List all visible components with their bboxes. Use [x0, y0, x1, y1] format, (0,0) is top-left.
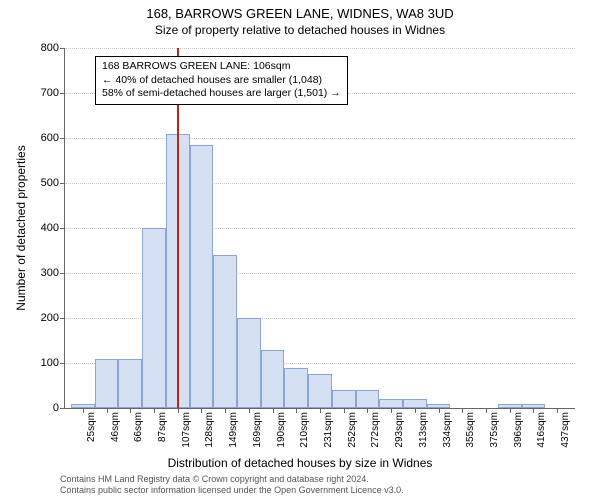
x-tick-mark	[201, 408, 202, 413]
histogram-bar	[356, 390, 380, 408]
x-tick-label: 252sqm	[347, 412, 358, 448]
x-tick-mark	[344, 408, 345, 413]
x-tick-mark	[533, 408, 534, 413]
x-tick-label: 149sqm	[228, 412, 239, 448]
gridline	[65, 48, 575, 49]
annotation-box: 168 BARROWS GREEN LANE: 106sqm ← 40% of …	[95, 56, 348, 105]
y-tick-label: 700	[41, 87, 59, 99]
chart-subtitle: Size of property relative to detached ho…	[0, 21, 600, 37]
y-tick-label: 800	[41, 42, 59, 54]
x-tick-label: 87sqm	[157, 412, 168, 442]
x-tick-label: 396sqm	[513, 412, 524, 448]
footer-attribution: Contains HM Land Registry data © Crown c…	[60, 474, 404, 496]
x-tick-mark	[510, 408, 511, 413]
y-tick-mark	[60, 408, 65, 409]
gridline	[65, 183, 575, 184]
x-axis-label: Distribution of detached houses by size …	[0, 456, 600, 470]
x-tick-label: 190sqm	[276, 412, 287, 448]
y-tick-mark	[60, 318, 65, 319]
x-tick-label: 416sqm	[536, 412, 547, 448]
x-tick-label: 355sqm	[465, 412, 476, 448]
y-tick-mark	[60, 228, 65, 229]
x-tick-label: 46sqm	[110, 412, 121, 442]
x-tick-label: 334sqm	[442, 412, 453, 448]
histogram-bar	[261, 350, 285, 409]
x-tick-mark	[320, 408, 321, 413]
x-tick-label: 272sqm	[370, 412, 381, 448]
histogram-bar	[95, 359, 119, 408]
plot-area: 010020030040050060070080025sqm46sqm66sqm…	[64, 48, 575, 409]
x-tick-label: 107sqm	[181, 412, 192, 448]
y-tick-label: 400	[41, 222, 59, 234]
x-tick-mark	[107, 408, 108, 413]
histogram-bar	[403, 399, 427, 408]
x-tick-mark	[557, 408, 558, 413]
y-tick-mark	[60, 138, 65, 139]
annotation-line-3: 58% of semi-detached houses are larger (…	[102, 87, 341, 101]
x-tick-mark	[415, 408, 416, 413]
annotation-line-1: 168 BARROWS GREEN LANE: 106sqm	[102, 60, 341, 74]
x-tick-label: 375sqm	[489, 412, 500, 448]
x-tick-mark	[225, 408, 226, 413]
x-tick-mark	[486, 408, 487, 413]
x-tick-label: 128sqm	[204, 412, 215, 448]
y-tick-label: 600	[41, 132, 59, 144]
x-tick-mark	[462, 408, 463, 413]
x-tick-label: 169sqm	[252, 412, 263, 448]
histogram-bar	[142, 228, 166, 408]
y-axis-label: Number of detached properties	[14, 145, 28, 310]
chart-title: 168, BARROWS GREEN LANE, WIDNES, WA8 3UD	[0, 0, 600, 21]
y-tick-label: 100	[41, 357, 59, 369]
x-tick-label: 210sqm	[299, 412, 310, 448]
histogram-bar	[308, 374, 332, 408]
footer-line-2: Contains public sector information licen…	[60, 485, 404, 496]
x-tick-mark	[273, 408, 274, 413]
y-tick-label: 200	[41, 312, 59, 324]
y-tick-mark	[60, 273, 65, 274]
x-tick-mark	[249, 408, 250, 413]
histogram-bar	[118, 359, 142, 408]
histogram-bar	[237, 318, 261, 408]
y-tick-label: 300	[41, 267, 59, 279]
x-tick-mark	[178, 408, 179, 413]
x-tick-label: 437sqm	[560, 412, 571, 448]
chart-container: 168, BARROWS GREEN LANE, WIDNES, WA8 3UD…	[0, 0, 600, 500]
y-tick-mark	[60, 183, 65, 184]
x-tick-label: 231sqm	[323, 412, 334, 448]
x-tick-mark	[367, 408, 368, 413]
x-tick-label: 293sqm	[394, 412, 405, 448]
x-tick-mark	[83, 408, 84, 413]
histogram-bar	[332, 390, 356, 408]
x-tick-mark	[439, 408, 440, 413]
y-tick-mark	[60, 93, 65, 94]
y-tick-label: 500	[41, 177, 59, 189]
footer-line-1: Contains HM Land Registry data © Crown c…	[60, 474, 404, 485]
x-tick-mark	[154, 408, 155, 413]
histogram-bar	[379, 399, 403, 408]
annotation-line-2: ← 40% of detached houses are smaller (1,…	[102, 74, 341, 88]
x-tick-mark	[296, 408, 297, 413]
y-tick-mark	[60, 48, 65, 49]
y-tick-label: 0	[53, 402, 59, 414]
histogram-bar	[213, 255, 237, 408]
x-tick-label: 66sqm	[133, 412, 144, 442]
x-tick-label: 313sqm	[418, 412, 429, 448]
histogram-bar	[190, 145, 214, 408]
gridline	[65, 138, 575, 139]
histogram-bar	[284, 368, 308, 409]
x-tick-label: 25sqm	[86, 412, 97, 442]
y-tick-mark	[60, 363, 65, 364]
x-tick-mark	[391, 408, 392, 413]
x-tick-mark	[130, 408, 131, 413]
